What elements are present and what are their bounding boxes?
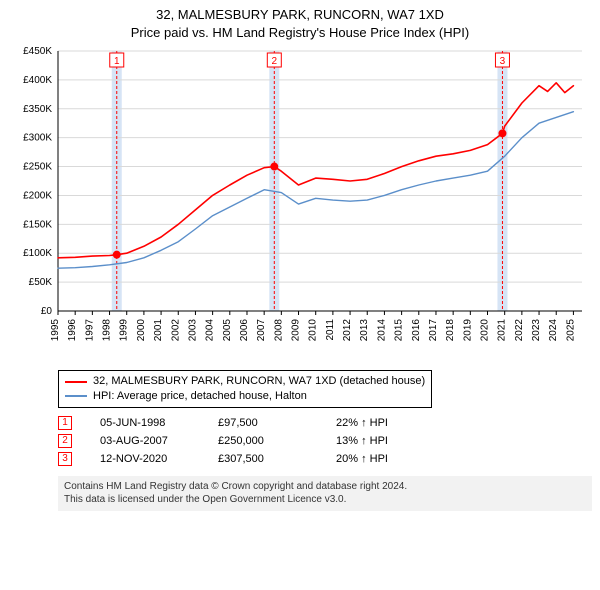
- xtick-label: 2021: [497, 319, 508, 342]
- event-delta: 22% ↑ HPI: [336, 417, 426, 429]
- xtick-label: 2013: [359, 319, 370, 342]
- legend-row: 32, MALMESBURY PARK, RUNCORN, WA7 1XD (d…: [65, 374, 425, 389]
- event-idx-text: 1: [114, 56, 120, 67]
- ytick-label: £450K: [23, 46, 52, 57]
- ytick-label: £400K: [23, 75, 52, 86]
- xtick-label: 2012: [342, 319, 353, 342]
- xtick-label: 2002: [170, 319, 181, 342]
- xtick-label: 2009: [291, 319, 302, 342]
- events-table: 1 05-JUN-1998 £97,500 22% ↑ HPI 2 03-AUG-2007…: [58, 412, 592, 470]
- event-delta: 13% ↑ HPI: [336, 435, 426, 447]
- xtick-label: 2018: [445, 319, 456, 342]
- xtick-label: 1999: [119, 319, 130, 342]
- ytick-label: £150K: [23, 219, 52, 230]
- series-hpi: [58, 112, 573, 269]
- chart-area: £0 £50K £100K £150K £200K £250K £300K £350K £400…: [8, 41, 592, 366]
- page-root: 32, MALMESBURY PARK, RUNCORN, WA7 1XD Pr…: [0, 0, 600, 590]
- ytick-label: £100K: [23, 248, 52, 259]
- legend-box: 32, MALMESBURY PARK, RUNCORN, WA7 1XD (d…: [58, 370, 432, 408]
- event-row: 1 05-JUN-1998 £97,500 22% ↑ HPI: [58, 416, 592, 430]
- event-idx-box: 1: [58, 416, 72, 430]
- event-date: 03-AUG-2007: [100, 435, 190, 447]
- xtick-label: 2017: [428, 319, 439, 342]
- xtick-label: 2024: [548, 319, 559, 342]
- xtick-label: 2003: [187, 319, 198, 342]
- xtick-label: 2011: [325, 319, 336, 341]
- event-idx-text: 3: [500, 56, 506, 67]
- legend-label: 32, MALMESBURY PARK, RUNCORN, WA7 1XD (d…: [93, 374, 425, 389]
- ytick-label: £350K: [23, 104, 52, 115]
- legend-swatch: [65, 395, 87, 397]
- event-date: 05-JUN-1998: [100, 417, 190, 429]
- event-price: £250,000: [218, 435, 308, 447]
- legend-label: HPI: Average price, detached house, Halt…: [93, 389, 307, 404]
- ytick-label: £0: [41, 306, 53, 317]
- event-row: 2 03-AUG-2007 £250,000 13% ↑ HPI: [58, 434, 592, 448]
- event-date: 12-NOV-2020: [100, 453, 190, 465]
- xtick-label: 2016: [411, 319, 422, 342]
- xtick-label: 2014: [376, 319, 387, 342]
- xtick-label: 2008: [273, 319, 284, 342]
- line-chart-svg: £0 £50K £100K £150K £200K £250K £300K £350K £400…: [8, 41, 592, 361]
- event-price: £97,500: [218, 417, 308, 429]
- xtick-label: 2010: [308, 319, 319, 342]
- footer-line1: Contains HM Land Registry data © Crown c…: [64, 480, 586, 494]
- xtick-label: 2020: [480, 319, 491, 342]
- chart-title: 32, MALMESBURY PARK, RUNCORN, WA7 1XD Pr…: [8, 6, 592, 41]
- xtick-label: 2022: [514, 319, 525, 342]
- footer-line2: This data is licensed under the Open Gov…: [64, 493, 586, 507]
- xtick-label: 2023: [531, 319, 542, 342]
- xtick-label: 2015: [394, 319, 405, 342]
- ytick-label: £200K: [23, 191, 52, 202]
- xtick-label: 2025: [565, 319, 576, 342]
- xtick-label: 2004: [205, 319, 216, 342]
- event-price: £307,500: [218, 453, 308, 465]
- xtick-label: 2005: [222, 319, 233, 342]
- event-row: 3 12-NOV-2020 £307,500 20% ↑ HPI: [58, 452, 592, 466]
- ytick-label: £250K: [23, 162, 52, 173]
- xtick-label: 1998: [102, 319, 113, 342]
- xtick-label: 2000: [136, 319, 147, 342]
- legend-row: HPI: Average price, detached house, Halt…: [65, 389, 425, 404]
- event-idx-box: 3: [58, 452, 72, 466]
- ytick-label: £300K: [23, 133, 52, 144]
- ytick-label: £50K: [29, 277, 53, 288]
- event-idx-box: 2: [58, 434, 72, 448]
- xtick-label: 2007: [256, 319, 267, 342]
- xtick-label: 1995: [50, 319, 61, 342]
- title-line1: 32, MALMESBURY PARK, RUNCORN, WA7 1XD: [8, 6, 592, 24]
- footer-attribution: Contains HM Land Registry data © Crown c…: [58, 476, 592, 511]
- xtick-label: 1996: [67, 319, 78, 342]
- event-idx-text: 2: [272, 56, 278, 67]
- event-delta: 20% ↑ HPI: [336, 453, 426, 465]
- xtick-label: 1997: [84, 319, 95, 342]
- title-line2: Price paid vs. HM Land Registry's House …: [8, 24, 592, 42]
- xtick-label: 2019: [462, 319, 473, 342]
- xtick-label: 2006: [239, 319, 250, 342]
- legend-swatch: [65, 381, 87, 383]
- xtick-label: 2001: [153, 319, 164, 342]
